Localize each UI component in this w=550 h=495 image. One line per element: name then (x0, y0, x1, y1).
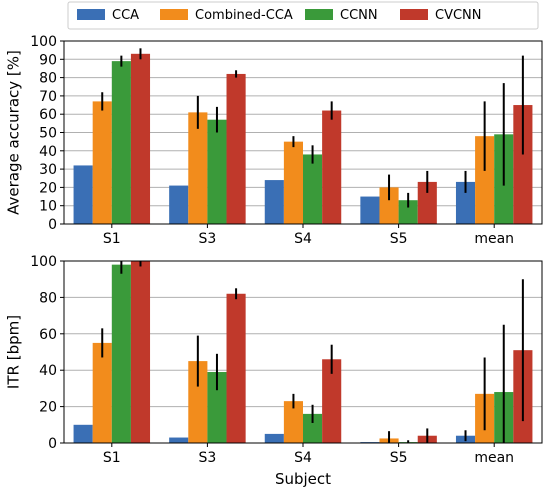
bar-ccnn-s4 (303, 413, 323, 443)
legend-item-cca: CCA (77, 8, 139, 23)
legend-label-cvcnn: CVCNN (435, 8, 482, 23)
bar-cvcnn-s4 (322, 110, 342, 224)
y-axis-label: Average accuracy [%] (5, 50, 23, 215)
bar-combined-cca-s4 (283, 141, 303, 224)
bar-cvcnn-s5 (417, 181, 437, 224)
x-tick-label: S4 (294, 231, 312, 247)
legend-item-ccnn: CCNN (305, 8, 378, 23)
bar-cca-mean (455, 181, 476, 224)
legend-swatch-cca (77, 9, 105, 20)
y-tick-label: 60 (39, 327, 57, 343)
bar-cca-s4 (264, 433, 284, 443)
x-tick-label: S4 (294, 450, 312, 466)
bar-cvcnn-s1 (130, 261, 151, 443)
legend-item-combined-cca: Combined-CCA (160, 8, 293, 23)
y-tick-label: 0 (48, 436, 57, 452)
bar-cvcnn-s3 (226, 73, 246, 224)
bar-cca-s3 (169, 185, 189, 224)
bar-cca-s4 (264, 180, 284, 224)
y-tick-label: 80 (39, 71, 57, 87)
y-tick-label: 20 (39, 180, 57, 196)
bar-cca-s3 (169, 437, 189, 443)
y-tick-label: 80 (39, 290, 57, 306)
bar-ccnn-s3 (207, 119, 227, 224)
x-tick-label: S3 (199, 450, 217, 466)
bar-cvcnn-s1 (130, 53, 151, 225)
bar-combined-cca-s5 (379, 187, 399, 224)
bar-cvcnn-s3 (226, 293, 246, 443)
bar-combined-cca-s3 (188, 112, 208, 224)
bar-ccnn-s5 (398, 200, 418, 224)
bar-combined-cca-s1 (92, 342, 112, 443)
x-tick-label: S5 (390, 231, 408, 247)
bar-combined-cca-s1 (92, 101, 112, 224)
legend-label-ccnn: CCNN (340, 8, 378, 23)
itr-chart: 0 20 40 60 80 100 S1 S3 S4 S5 mean ITR [bpm] Subject (5, 254, 543, 488)
legend: CCA Combined-CCA CCNN CVCNN (67, 1, 539, 30)
legend-item-cvcnn: CVCNN (400, 8, 482, 23)
bar-combined-cca-mean (475, 136, 495, 224)
legend-label-cca: CCA (112, 8, 139, 23)
y-axis-label: ITR [bpm] (5, 315, 23, 389)
x-axis-label: Subject (275, 470, 331, 488)
legend-swatch-cvcnn (400, 9, 428, 20)
bar-cvcnn-mean (513, 105, 533, 224)
y-tick-label: 50 (39, 126, 57, 142)
x-tick-label: S1 (103, 231, 121, 247)
bar-combined-cca-s3 (188, 361, 208, 443)
y-tick-label: 60 (39, 107, 57, 123)
y-tick-label: 100 (30, 254, 57, 270)
y-tick-label: 100 (30, 34, 57, 50)
legend-swatch-combined-cca (160, 9, 188, 20)
accuracy-chart: 0 10 20 30 40 50 60 70 80 90 100 S1 S3 S4 S5 mean Averag… (5, 34, 543, 247)
bar-ccnn-s4 (303, 154, 323, 224)
x-tick-label: S1 (103, 450, 121, 466)
bar-cca-s1 (73, 424, 93, 443)
y-tick-label: 40 (39, 144, 57, 160)
bar-cvcnn-s4 (322, 359, 342, 443)
x-tick-label: mean (474, 231, 514, 247)
y-tick-label: 10 (39, 199, 57, 215)
bar-cca-s5 (360, 196, 380, 224)
bar-cca-s1 (73, 165, 93, 224)
y-tick-label: 30 (39, 162, 57, 178)
bar-ccnn-s1 (111, 61, 131, 224)
y-tick-label: 70 (39, 89, 57, 105)
x-tick-label: mean (474, 450, 514, 466)
bar-combined-cca-s4 (283, 401, 303, 443)
y-tick-label: 90 (39, 52, 57, 68)
legend-swatch-ccnn (305, 9, 333, 20)
bar-ccnn-s3 (207, 372, 227, 443)
y-tick-label: 40 (39, 363, 57, 379)
legend-label-combined-cca: Combined-CCA (195, 8, 293, 23)
x-tick-label: S5 (390, 450, 408, 466)
legend-frame (67, 1, 539, 30)
y-tick-label: 0 (48, 217, 57, 233)
bar-ccnn-s1 (111, 264, 131, 443)
y-tick-label: 20 (39, 400, 57, 416)
x-tick-label: S3 (199, 231, 217, 247)
